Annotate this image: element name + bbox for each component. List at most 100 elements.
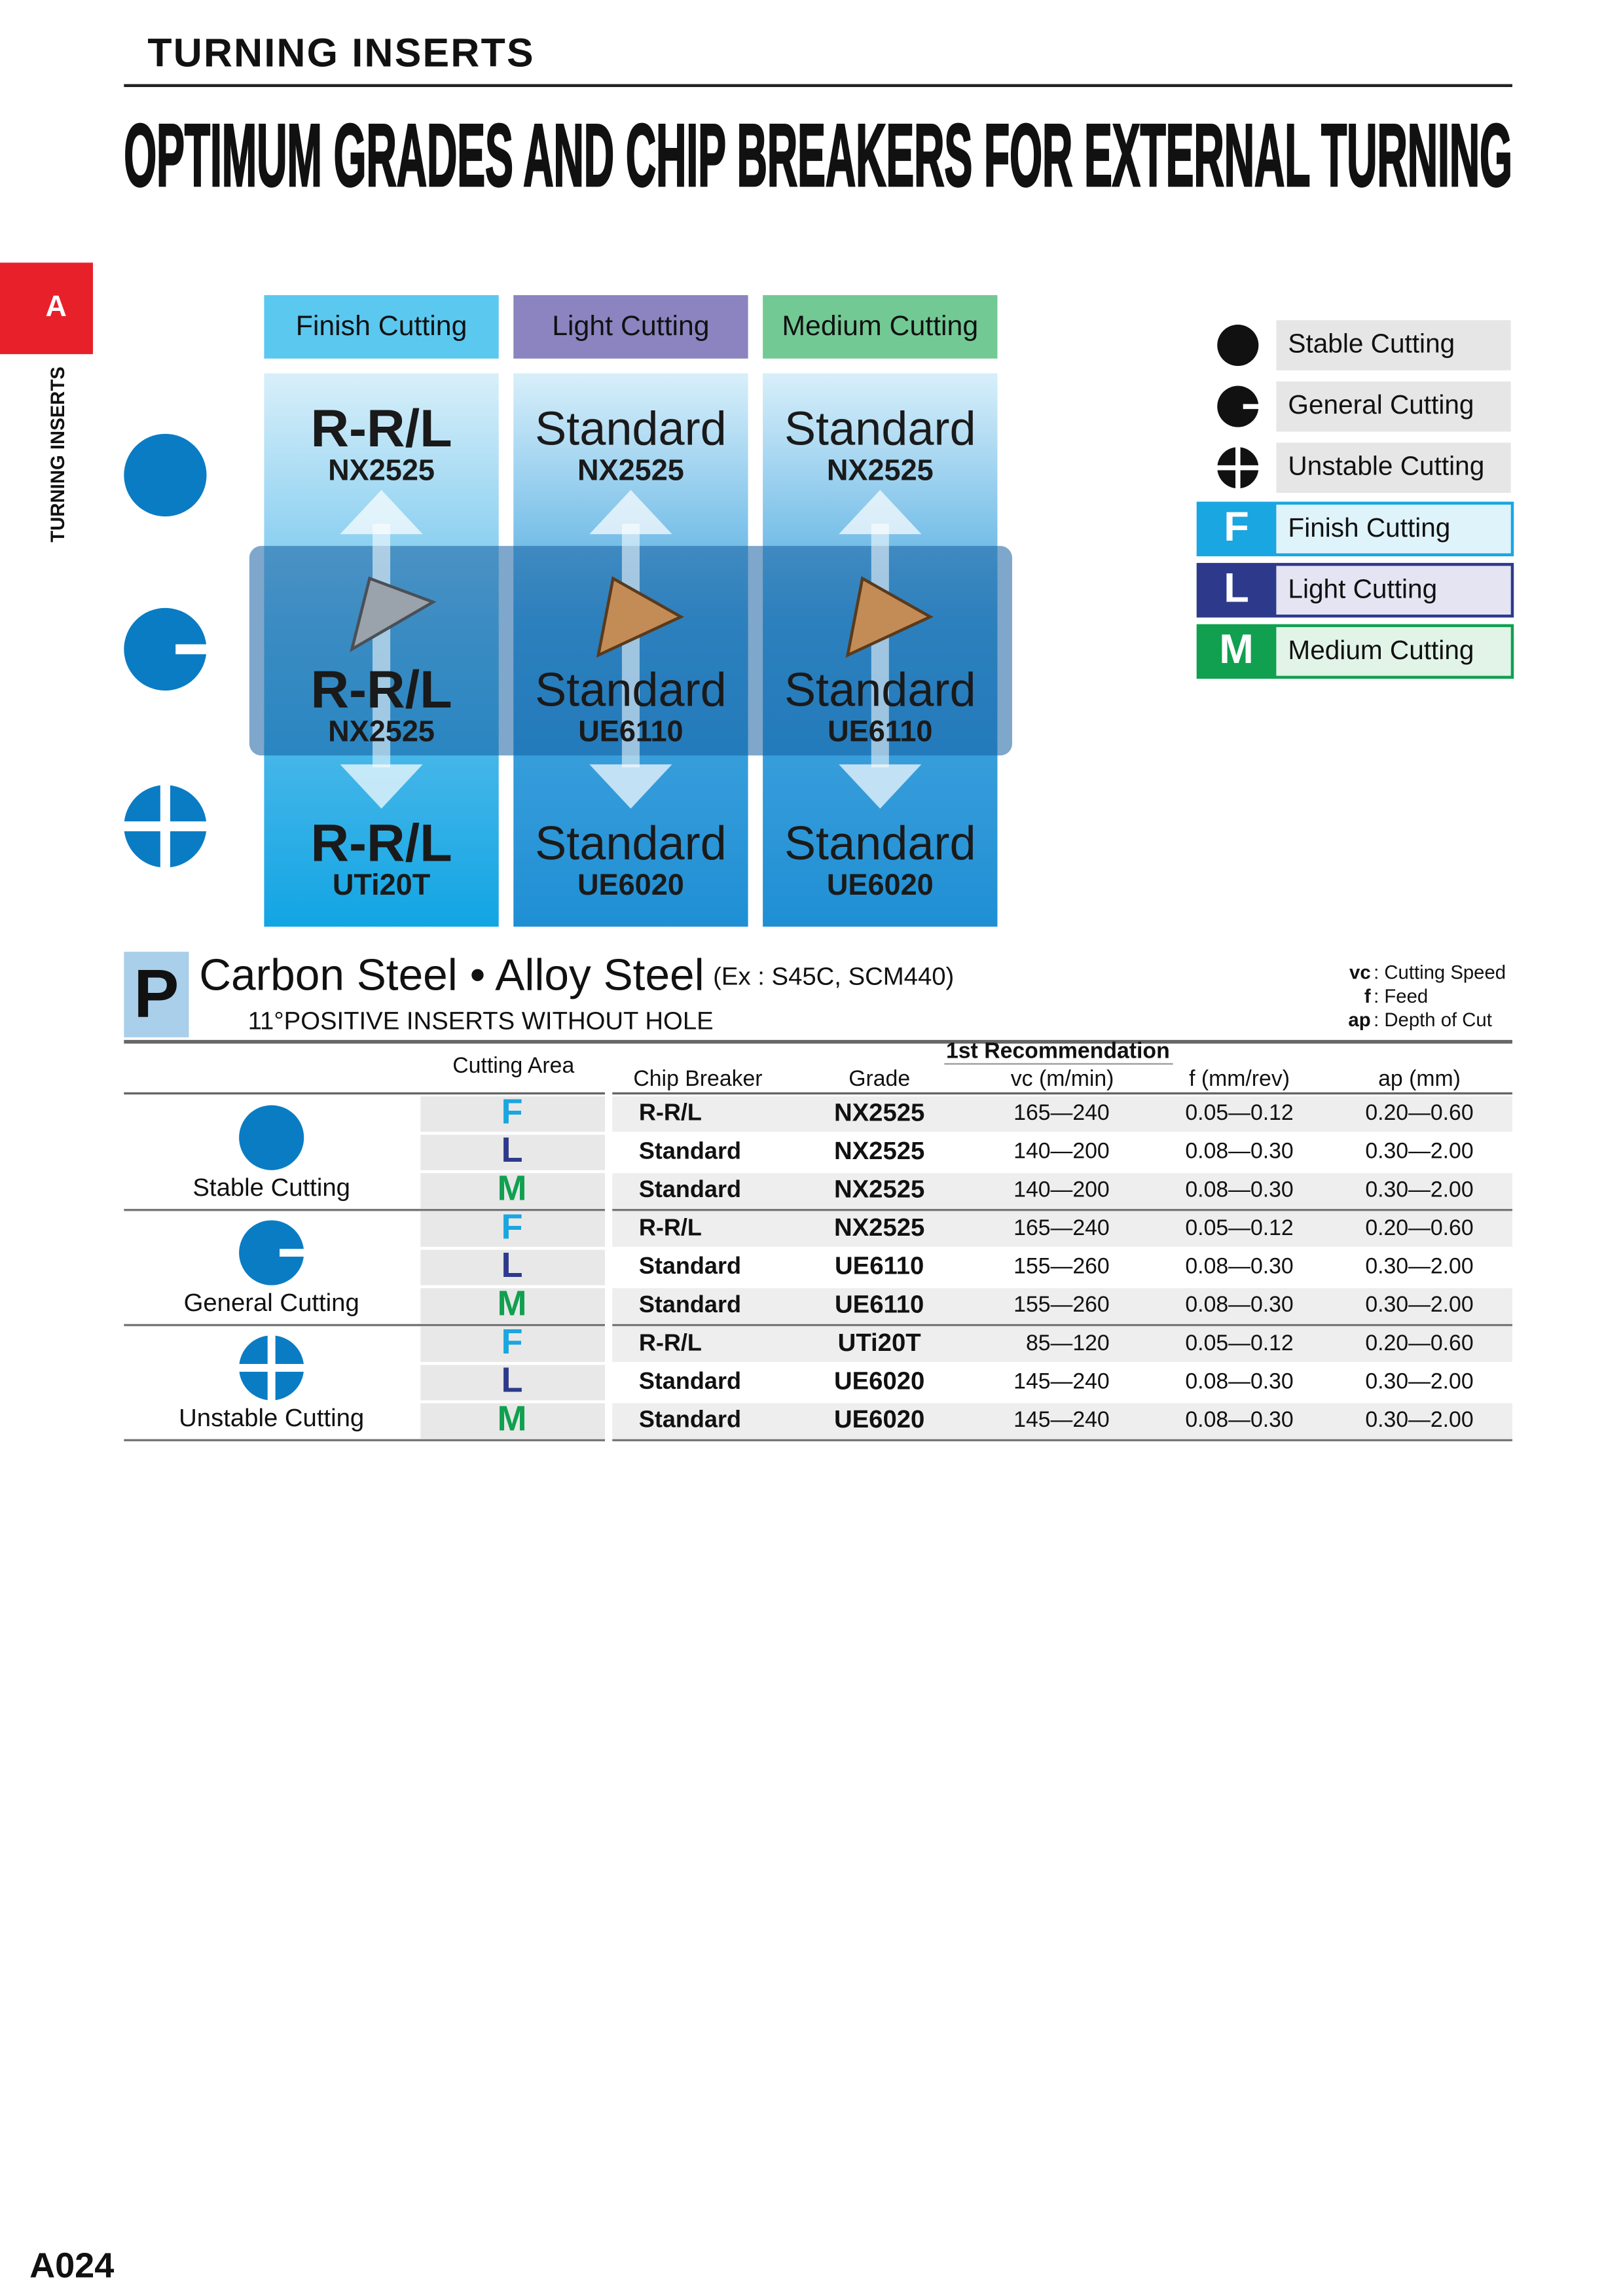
column-heading: Chip Breaker bbox=[633, 1066, 762, 1091]
row-shade bbox=[420, 1134, 605, 1170]
side-tab-label: TURNING INSERTS bbox=[47, 367, 69, 543]
arrow-shaft bbox=[621, 524, 640, 768]
chip-breaker: R-R/L bbox=[310, 399, 452, 458]
cutting-speed: 145—240 bbox=[1013, 1407, 1110, 1432]
grade: UE6020 bbox=[834, 1367, 924, 1395]
arrow-shaft bbox=[373, 524, 391, 768]
cutting-speed: 165—240 bbox=[1013, 1215, 1110, 1240]
icon-notch bbox=[175, 644, 217, 655]
chip-breaker: R-R/L bbox=[639, 1099, 702, 1126]
condition-icon bbox=[239, 1220, 304, 1285]
chip-breaker: Standard bbox=[784, 817, 976, 870]
cutting-area-letter: M bbox=[497, 1284, 526, 1323]
depth-of-cut: 0.30—2.00 bbox=[1365, 1177, 1473, 1202]
column-heading: Cutting Area bbox=[452, 1053, 574, 1078]
column-header bbox=[763, 295, 998, 359]
legend-label: Finish Cutting bbox=[1288, 512, 1450, 543]
feed: 0.08—0.30 bbox=[1185, 1292, 1293, 1317]
row-shade bbox=[420, 1211, 605, 1247]
condition-label: Stable Cutting bbox=[192, 1174, 350, 1202]
grade: UTi20T bbox=[333, 868, 431, 901]
row-shade bbox=[612, 1403, 1512, 1439]
grade: NX2525 bbox=[827, 453, 934, 486]
cutting-speed: 155—260 bbox=[1013, 1292, 1110, 1317]
arrow-head bbox=[839, 764, 922, 809]
cutting-area-letter: L bbox=[501, 1246, 522, 1285]
legend-letter-box bbox=[1197, 625, 1277, 677]
cutting-speed: 165—240 bbox=[1013, 1100, 1110, 1125]
feed: 0.08—0.30 bbox=[1185, 1407, 1293, 1432]
feed: 0.08—0.30 bbox=[1185, 1177, 1293, 1202]
grade: NX2525 bbox=[834, 1137, 924, 1165]
arrow-head bbox=[839, 490, 922, 535]
legend-letter: F bbox=[1224, 504, 1249, 550]
column-header-label: Finish Cutting bbox=[296, 310, 467, 342]
legend-label-box bbox=[1276, 442, 1511, 493]
material-example: (Ex : S45C, SCM440) bbox=[713, 963, 954, 991]
row-shade bbox=[420, 1096, 605, 1132]
feed: 0.08—0.30 bbox=[1185, 1139, 1293, 1164]
insert-image bbox=[350, 576, 437, 653]
note-abbr: vc bbox=[1349, 962, 1371, 984]
chip-breaker: Standard bbox=[639, 1291, 741, 1318]
condition-icon bbox=[124, 607, 207, 691]
note-abbr: ap bbox=[1348, 1009, 1370, 1031]
legend-label: Stable Cutting bbox=[1288, 328, 1455, 358]
legend-label: Unstable Cutting bbox=[1288, 450, 1484, 480]
chip-breaker: Standard bbox=[639, 1175, 741, 1202]
cutting-speed: 145—240 bbox=[1013, 1369, 1110, 1393]
condition-icon bbox=[1217, 324, 1259, 367]
arrow-head bbox=[340, 764, 423, 809]
cutting-speed: 140—200 bbox=[1013, 1177, 1110, 1202]
feed: 0.08—0.30 bbox=[1185, 1254, 1293, 1279]
row-shade bbox=[612, 1173, 1512, 1209]
cutting-area-letter: L bbox=[501, 1361, 522, 1400]
depth-of-cut: 0.30—2.00 bbox=[1365, 1292, 1473, 1317]
row-shade bbox=[420, 1326, 605, 1362]
column-header bbox=[513, 295, 748, 359]
chip-breaker: Standard bbox=[639, 1367, 741, 1394]
chip-breaker: R-R/L bbox=[310, 814, 452, 873]
row-shade bbox=[612, 1096, 1512, 1132]
depth-of-cut: 0.20—0.60 bbox=[1365, 1215, 1473, 1240]
column-heading: vc (m/min) bbox=[1011, 1066, 1114, 1091]
column-header bbox=[264, 295, 499, 359]
material-letter: P bbox=[134, 956, 179, 1031]
chip-breaker: Standard bbox=[639, 1137, 741, 1164]
arrow-head bbox=[589, 490, 672, 535]
arrow-head bbox=[340, 490, 423, 535]
arrow-head bbox=[589, 764, 672, 809]
column-header-label: Light Cutting bbox=[552, 310, 709, 342]
row-shade bbox=[420, 1173, 605, 1209]
icon-notch bbox=[280, 1249, 312, 1257]
column-heading: Grade bbox=[848, 1066, 910, 1091]
chip-breaker: Standard bbox=[639, 1406, 741, 1433]
insert-image bbox=[845, 576, 934, 658]
chip-breaker: Standard bbox=[535, 817, 727, 870]
legend-label-box bbox=[1276, 381, 1511, 432]
legend-label-box bbox=[1276, 320, 1511, 370]
depth-of-cut: 0.30—2.00 bbox=[1365, 1407, 1473, 1432]
grade: UE6110 bbox=[835, 1290, 924, 1318]
row-shade bbox=[420, 1249, 605, 1285]
page-number: A024 bbox=[29, 2246, 114, 2285]
chip-breaker: Standard bbox=[535, 664, 727, 717]
legend-label: Light Cutting bbox=[1288, 574, 1437, 604]
grade: NX2525 bbox=[577, 453, 684, 486]
row-shade bbox=[612, 1326, 1512, 1362]
grade: UE6020 bbox=[827, 868, 934, 901]
material-box bbox=[124, 952, 189, 1037]
note-text: : Depth of Cut bbox=[1374, 1009, 1492, 1031]
note-text: : Cutting Speed bbox=[1374, 962, 1506, 984]
side-tab bbox=[0, 262, 93, 355]
legend-letter: L bbox=[1224, 565, 1249, 611]
legend-label: General Cutting bbox=[1288, 389, 1474, 420]
condition-icon bbox=[239, 1105, 304, 1170]
cutting-area-letter: M bbox=[497, 1169, 526, 1208]
grade: NX2525 bbox=[328, 453, 435, 486]
column-heading: ap (mm) bbox=[1378, 1066, 1461, 1091]
grade: NX2525 bbox=[328, 714, 435, 747]
column-header-label: Medium Cutting bbox=[782, 310, 978, 342]
row-shade bbox=[612, 1288, 1512, 1324]
